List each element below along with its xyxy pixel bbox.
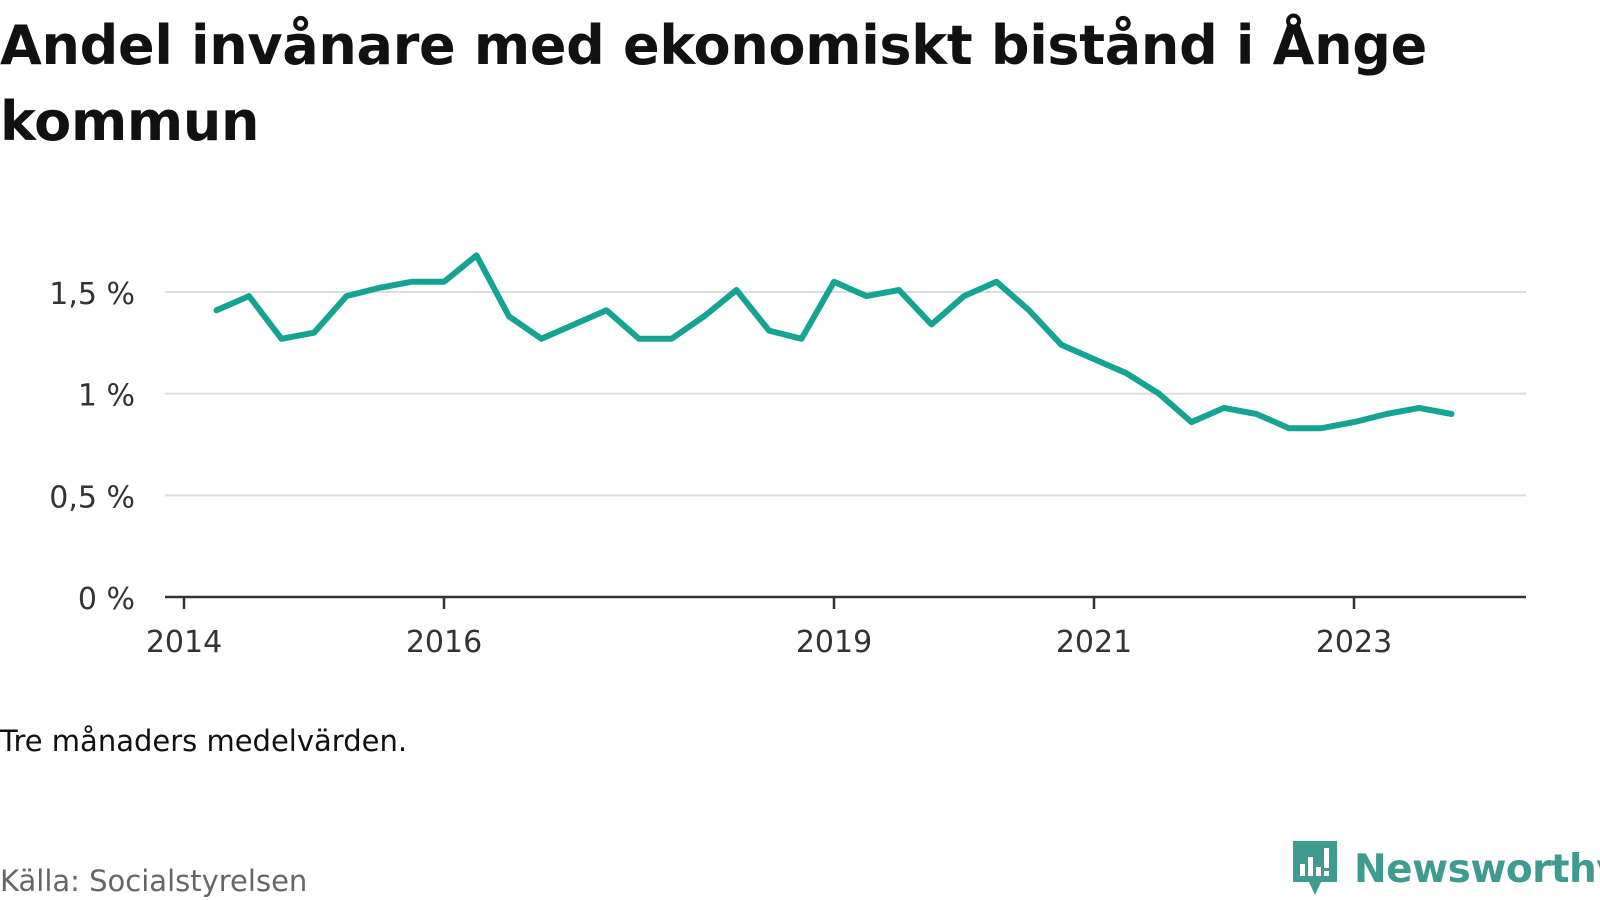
data-point [1124,370,1130,376]
data-point [1091,356,1097,362]
data-point [1059,342,1065,348]
x-tick-label: 2014 [146,625,222,660]
data-point [1221,405,1227,411]
data-point [1384,411,1390,417]
data-point [636,336,642,342]
newsworthy-logo: Newsworthy [1290,838,1600,900]
data-point [831,279,837,285]
y-axis-tick-labels: 0 % 0,5 % 1 % 1,5 % [49,277,135,617]
data-point [409,279,415,285]
data-point [474,252,480,258]
data-point [539,336,545,342]
data-point [1156,391,1162,397]
data-point [1254,411,1260,417]
data-point [376,285,382,291]
x-axis-tick-labels: 2014 2016 2019 2021 2023 [146,625,1392,660]
x-tick-label: 2019 [796,625,872,660]
data-point [961,293,967,299]
source-credit: Källa: Socialstyrelsen [0,864,308,898]
chart-note: Tre månaders medelvärden. [0,724,408,758]
bar-chart-speech-bubble-icon [1293,841,1337,895]
data-point [734,287,740,293]
data-point [246,293,252,299]
data-point [1286,425,1292,431]
series-line [213,252,1455,432]
data-point [1449,411,1455,417]
data-point [766,328,772,334]
data-point [1026,307,1032,313]
data-point [441,279,447,285]
data-point [669,336,675,342]
data-point [1416,405,1422,411]
x-tick-label: 2016 [406,625,482,660]
data-point [1351,419,1357,425]
data-point [701,313,707,319]
data-point [604,307,610,313]
data-point [864,293,870,299]
x-tick-label: 2023 [1316,625,1392,660]
data-point [506,313,512,319]
series-layer [213,252,1455,432]
data-point [896,287,902,293]
data-point [344,293,350,299]
data-point [929,322,935,328]
data-point [571,322,577,328]
data-point [279,336,285,342]
chart-title: Andel invånare med ekonomiskt bistånd i … [0,14,1427,153]
y-tick-label: 1 % [78,379,135,414]
data-point [214,307,220,313]
data-point [311,330,317,336]
data-point [994,279,1000,285]
x-axis [165,595,1526,609]
brand-name: Newsworthy [1354,846,1600,892]
x-tick-label: 2021 [1056,625,1132,660]
gridlines [165,291,1526,497]
y-tick-label: 0,5 % [49,480,135,515]
data-point [1319,425,1325,431]
y-tick-label: 0 % [78,582,135,617]
data-point [1189,419,1195,425]
y-tick-label: 1,5 % [49,277,135,312]
data-point [799,336,805,342]
